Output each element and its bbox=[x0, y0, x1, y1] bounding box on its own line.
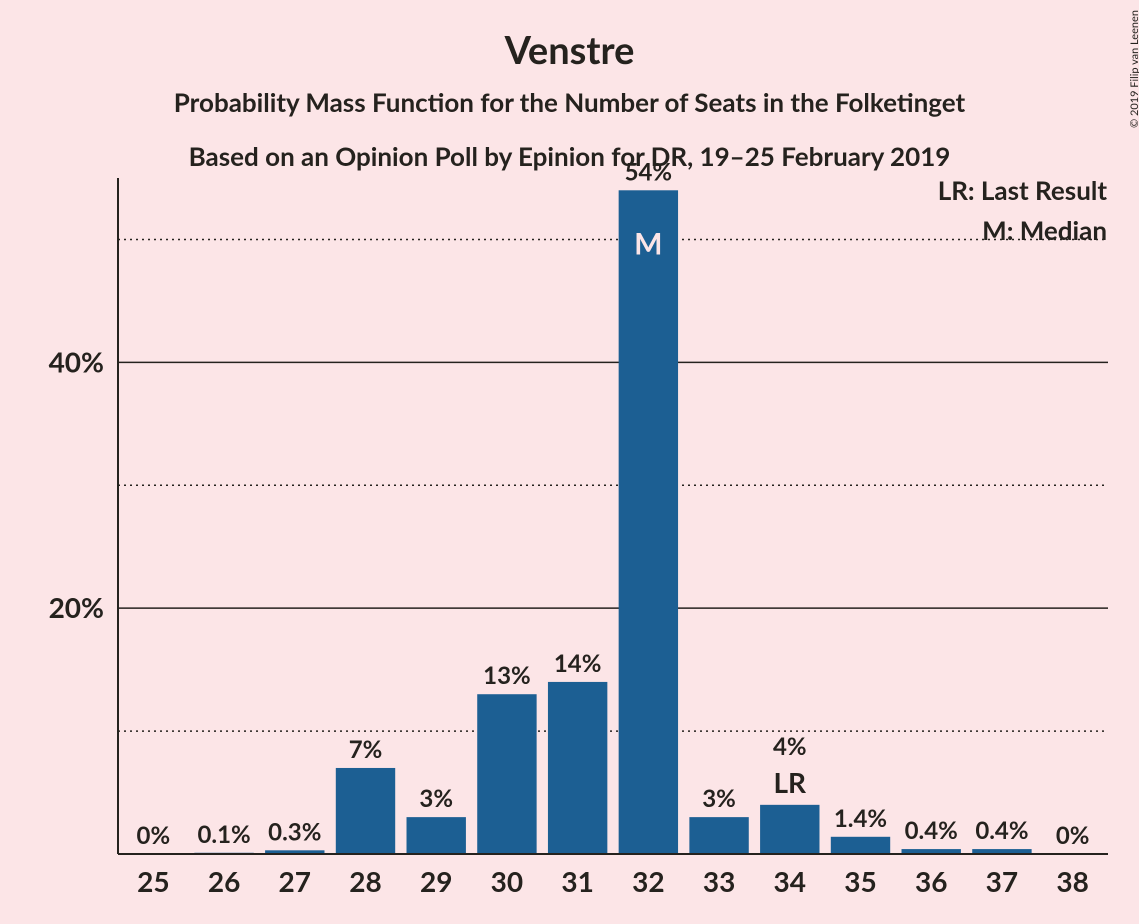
bar bbox=[619, 190, 678, 854]
x-tick-label: 31 bbox=[561, 864, 593, 898]
bar-value-label: 0.3% bbox=[268, 817, 321, 846]
bar-value-label: 0.4% bbox=[975, 816, 1028, 845]
x-tick-label: 30 bbox=[491, 864, 523, 898]
bar bbox=[336, 768, 395, 854]
y-tick-label: 20% bbox=[49, 590, 104, 624]
x-tick-label: 29 bbox=[420, 864, 452, 898]
bar bbox=[548, 682, 607, 854]
bar-value-label: 7% bbox=[349, 735, 383, 764]
x-tick-label: 37 bbox=[986, 864, 1018, 898]
bar-value-label: 54% bbox=[625, 157, 673, 186]
bar bbox=[831, 837, 890, 854]
x-tick-label: 32 bbox=[632, 864, 664, 898]
x-tick-label: 25 bbox=[137, 864, 169, 898]
x-tick-label: 34 bbox=[774, 864, 806, 898]
bar-value-label: 1.4% bbox=[834, 804, 887, 833]
bar bbox=[689, 817, 748, 854]
marker-m: M bbox=[634, 225, 662, 261]
x-tick-label: 27 bbox=[279, 864, 311, 898]
bar bbox=[407, 817, 466, 854]
marker-lr: LR bbox=[774, 765, 808, 799]
bar-value-label: 3% bbox=[702, 784, 736, 813]
bar-value-label: 3% bbox=[419, 784, 453, 813]
bar-value-label: 0.1% bbox=[197, 820, 250, 849]
bar bbox=[477, 694, 536, 854]
bar-value-label: 0% bbox=[137, 821, 171, 850]
x-tick-label: 38 bbox=[1056, 864, 1088, 898]
x-tick-label: 35 bbox=[844, 864, 876, 898]
y-tick-label: 40% bbox=[49, 344, 104, 378]
x-tick-label: 28 bbox=[349, 864, 381, 898]
bar-value-label: 0.4% bbox=[905, 816, 958, 845]
pmf-bar-chart: 20% 40% 25 26 27 28 29 30 31 32 33 34 35 36 37 38 0% 0.1%… bbox=[0, 0, 1139, 924]
bar bbox=[760, 805, 819, 854]
bar-value-label: 13% bbox=[483, 661, 531, 690]
bar-value-label: 4% bbox=[773, 732, 807, 761]
bar-value-label: 0% bbox=[1056, 821, 1090, 850]
x-tick-label: 33 bbox=[703, 864, 735, 898]
x-tick-label: 36 bbox=[915, 864, 947, 898]
bar-value-label: 14% bbox=[554, 649, 602, 678]
x-tick-label: 26 bbox=[208, 864, 240, 898]
